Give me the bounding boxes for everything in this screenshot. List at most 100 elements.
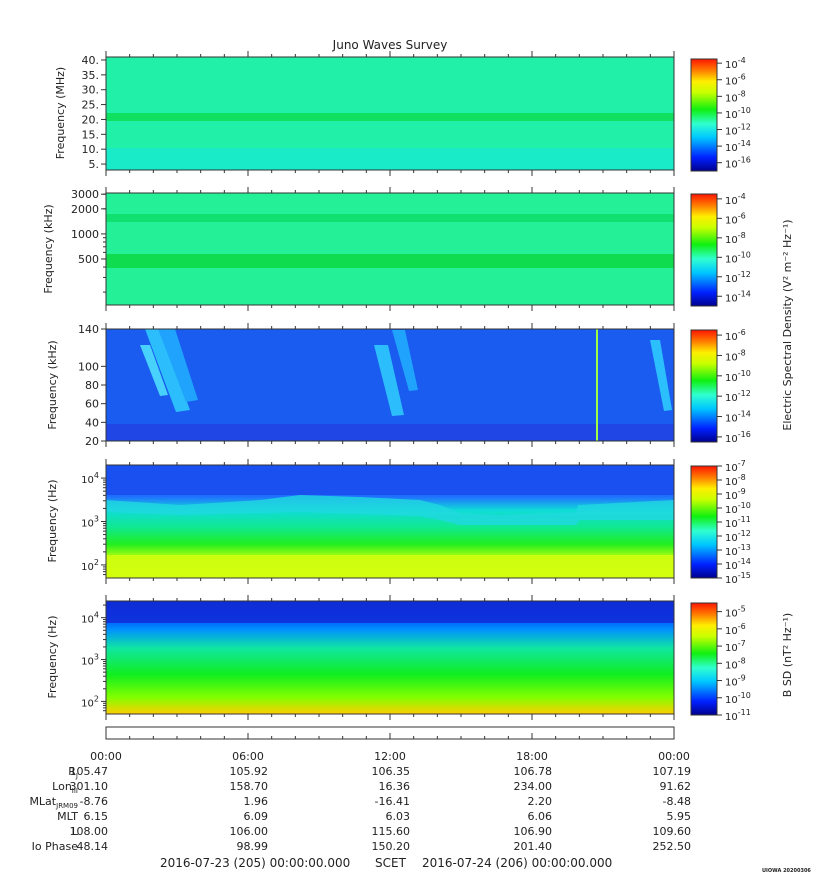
colorbar-5-gradient xyxy=(690,602,718,716)
ephemeris-row-label: MLatJRM09 xyxy=(29,795,78,810)
time-axis-ticks xyxy=(105,733,675,739)
panel-hfwbr-ylabel: Frequency (MHz) xyxy=(54,67,67,159)
ephemeris-value: 106.90 xyxy=(514,825,553,838)
panel-lfrl-b-top-noise xyxy=(106,601,674,623)
ephemeris-row-label: Io Phase xyxy=(32,840,79,853)
colorbar-tick-label: 10-6 xyxy=(725,73,746,88)
colorbar-tick-label: 10-4 xyxy=(725,192,746,207)
panel-lfrh-ylabel: Frequency (kHz) xyxy=(46,340,59,429)
colorbar-tick-label: 10-10 xyxy=(725,250,751,265)
panel-lfrh-xticks xyxy=(105,323,675,447)
ephemeris-value: 16.36 xyxy=(379,780,411,793)
ephemeris-value: 91.62 xyxy=(660,780,692,793)
colorbar-tick-label: 10-10 xyxy=(725,369,751,384)
y-tick-label: 2000 xyxy=(71,203,99,216)
panel-lfrl-e-cutoff xyxy=(106,495,674,525)
panel-lfrh-yticks: 20 40 60 80 100 140 xyxy=(78,323,106,448)
y-tick-label: 103 xyxy=(81,515,99,530)
ephemeris-value: 106.78 xyxy=(514,765,553,778)
panel-lfrl-e-xticks xyxy=(105,459,675,584)
ephemeris-time-label: 00:00 xyxy=(658,750,690,763)
y-tick-label: 60 xyxy=(85,398,99,411)
panel-hflwbr-band-1500khz xyxy=(106,214,674,222)
panel-hflwbr: Frequency (kHz) 500 1000 2000 3000 xyxy=(42,187,675,311)
y-tick-label: 35. xyxy=(82,69,100,82)
ephemeris-value: 150.20 xyxy=(372,840,411,853)
ephemeris-value: 108.00 xyxy=(70,825,109,838)
panel-hfwbr-yticks: 5. 10. 15. 20.25. 30. 35. 40. xyxy=(82,54,106,171)
y-tick-label: 10. xyxy=(82,143,100,156)
colorbar-3: 10-6 10-8 10-10 10-12 10-14 10-16 xyxy=(690,328,751,445)
colorbar-tick-label: 10-10 xyxy=(725,501,751,516)
ephemeris-value: 201.40 xyxy=(514,840,553,853)
ephemeris-value: 6.09 xyxy=(244,810,269,823)
ephemeris-value: 234.00 xyxy=(514,780,553,793)
panel-hflwbr-xticks xyxy=(105,187,675,311)
ephemeris-row-label: L xyxy=(72,825,79,838)
ephemeris-value: 107.19 xyxy=(653,765,692,778)
y-tick-label: 140 xyxy=(78,323,99,336)
ephemeris-value: 1.96 xyxy=(244,795,269,808)
ephemeris-time-label: 12:00 xyxy=(374,750,406,763)
colorbar-tick-label: 10-16 xyxy=(725,156,751,171)
colorbar-tick-label: 10-7 xyxy=(725,459,746,474)
colorbar-tick-label: 10-8 xyxy=(725,89,746,104)
y-tick-label: 80 xyxy=(85,379,99,392)
ephemeris-value: -8.48 xyxy=(663,795,691,808)
colorbar-tick-label: 10-8 xyxy=(725,656,746,671)
ephemeris-value: 6.15 xyxy=(84,810,109,823)
panel-lfrl-b-ylabel: Frequency (Hz) xyxy=(46,616,59,699)
colorbar-tick-label: 10-10 xyxy=(725,106,751,121)
panel-lfrl-e-top-band xyxy=(106,465,674,495)
colorbar-4: 10-710-810-910-1010-1110-1210-1310-1410-… xyxy=(690,459,751,586)
panel-lfrl-b-xticks xyxy=(105,595,675,720)
colorbar-tick-label: 10-6 xyxy=(725,328,746,343)
panel-lfrh: Frequency (kHz) 20 40 60 80 100 140 xyxy=(46,323,675,448)
ephemeris-value: 98.99 xyxy=(237,840,269,853)
panel-hflwbr-background xyxy=(106,193,674,305)
y-tick-label: 20. xyxy=(82,113,100,126)
y-tick-label: 20 xyxy=(85,435,99,448)
y-tick-label: 1000 xyxy=(71,228,99,241)
panel-hfwbr-band-21mhz xyxy=(106,113,674,121)
ephemeris-value: -8.76 xyxy=(80,795,108,808)
y-tick-label: 102 xyxy=(81,558,99,573)
y-tick-label: 103 xyxy=(81,653,99,668)
y-tick-label: 100 xyxy=(78,360,99,373)
y-tick-label: 30. xyxy=(82,84,100,97)
ephemeris-time-label: 00:00 xyxy=(90,750,122,763)
panel-lfrl-e: Frequency (Hz) 102 103 104 xyxy=(46,459,675,584)
y-tick-label: 40. xyxy=(82,54,100,67)
colorbar-tick-label: 10-11 xyxy=(725,708,751,723)
colorbar-tick-label: 10-8 xyxy=(725,348,746,363)
panel-lfrl-e-ylabel: Frequency (Hz) xyxy=(46,480,59,563)
colorbar-1-gradient xyxy=(690,58,718,172)
ephemeris-value: 158.70 xyxy=(230,780,269,793)
panel-lfrh-bottom-band xyxy=(106,424,674,441)
colorbar-tick-label: 10-14 xyxy=(725,139,751,154)
y-tick-label: 104 xyxy=(81,611,99,626)
colorbar-2-gradient xyxy=(690,193,718,307)
colorbar-5: 10-5 10-6 10-7 10-8 10-9 10-10 10-11 xyxy=(690,602,751,723)
colorbar-tick-label: 10-10 xyxy=(725,691,751,706)
colorbar-magnetic-title: B SD (nT² Hz⁻¹) xyxy=(781,613,794,697)
colorbar-tick-label: 10-12 xyxy=(725,270,751,285)
colorbar-tick-label: 10-11 xyxy=(725,515,751,530)
colorbar-4-ticks: 10-710-810-910-1010-1110-1210-1310-1410-… xyxy=(717,459,751,586)
footer-credit: UIOWA 20200306 xyxy=(762,868,811,874)
panel-hflwbr-yticks: 500 1000 2000 3000 xyxy=(71,188,106,293)
y-tick-label: 3000 xyxy=(71,188,99,201)
panel-lfrl-b: Frequency (Hz) 102 103 104 xyxy=(46,595,675,720)
panel-hfwbr-xticks xyxy=(105,51,675,176)
ephemeris-value: 301.10 xyxy=(70,780,109,793)
panel-lfrh-spike xyxy=(596,329,598,441)
ephemeris-row-label: MLT xyxy=(57,810,78,823)
y-tick-label: 104 xyxy=(81,471,99,486)
panel-lfrh-emission-3 xyxy=(650,340,672,411)
figure-title: Juno Waves Survey xyxy=(332,38,448,52)
colorbar-tick-label: 10-7 xyxy=(725,639,746,654)
